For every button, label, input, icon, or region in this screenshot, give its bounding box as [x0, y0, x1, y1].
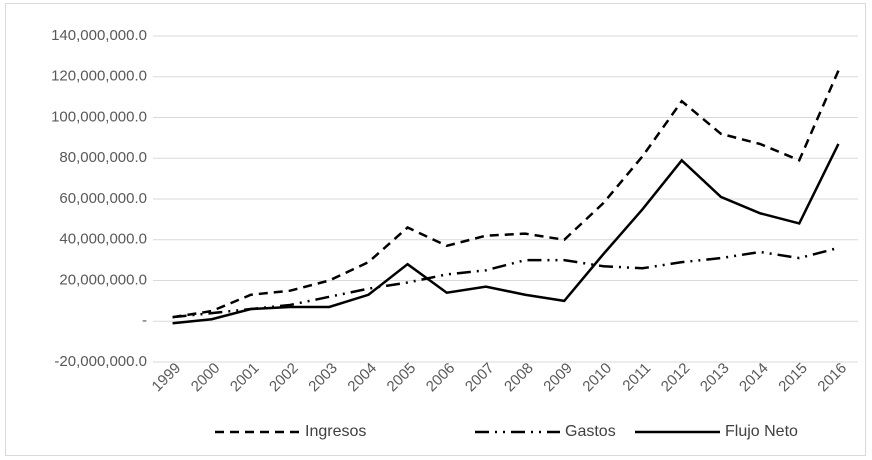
y-tick-label: 140,000,000.0	[51, 27, 147, 44]
y-tick-label: 80,000,000.0	[59, 149, 147, 166]
series-line	[172, 70, 840, 319]
y-tick-label: 60,000,000.0	[59, 190, 147, 207]
chart-border	[5, 3, 866, 456]
legend-text: Ingresos	[305, 423, 366, 440]
y-tick-label: 120,000,000.0	[51, 68, 147, 85]
y-tick-label: -	[142, 312, 147, 329]
series-line	[172, 246, 839, 319]
series-line	[172, 143, 840, 325]
legend-text: Gastos	[565, 423, 616, 440]
y-tick-label: 40,000,000.0	[59, 231, 147, 248]
y-tick-label: 20,000,000.0	[59, 271, 147, 288]
legend-text: Flujo Neto	[725, 423, 798, 440]
y-tick-label: -20,000,000.0	[54, 353, 147, 370]
y-tick-label: 100,000,000.0	[51, 108, 147, 125]
